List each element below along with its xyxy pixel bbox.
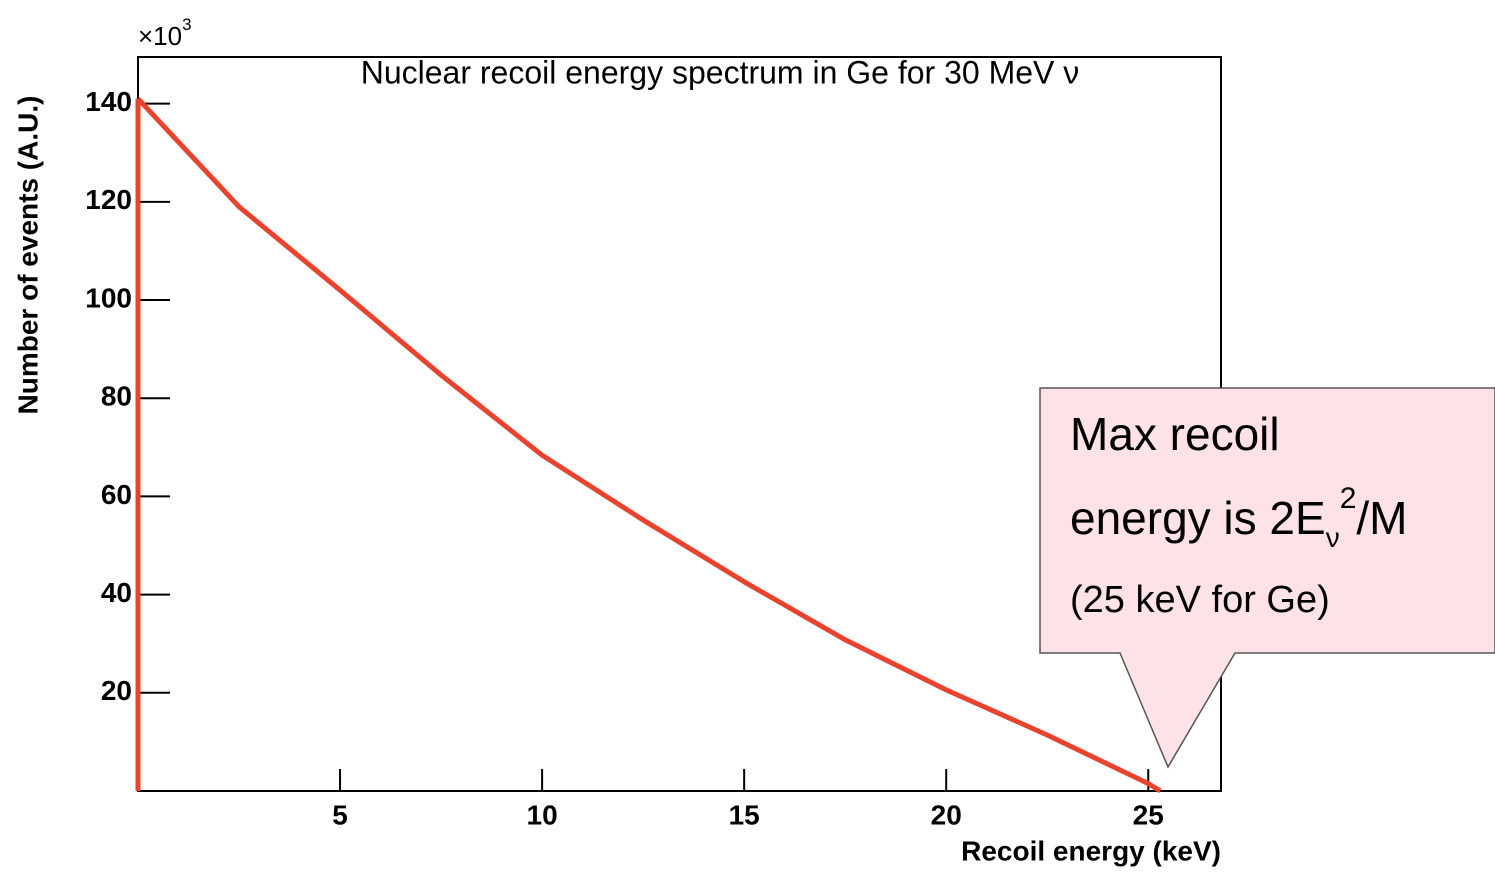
y-tick-label: 40	[101, 577, 132, 608]
y-axis-label: Number of events (A.U.)	[12, 96, 43, 415]
callout-sub: ν	[1326, 522, 1340, 553]
y-tick-label: 100	[85, 282, 132, 313]
x-tick-label: 5	[332, 799, 348, 830]
chart-title: Nuclear recoil energy spectrum in Ge for…	[361, 54, 1080, 90]
callout-line: Max recoil	[1070, 408, 1280, 460]
y-tick-label: 120	[85, 184, 132, 215]
y-multiplier: ×103	[138, 15, 192, 50]
x-tick-label: 10	[527, 799, 558, 830]
callout-text: energy is 2E	[1070, 492, 1326, 544]
callout-sup: 2	[1340, 482, 1357, 515]
y-tick-label: 140	[85, 86, 132, 117]
y-tick-label: 20	[101, 675, 132, 706]
multiplier-exponent: 3	[182, 15, 191, 34]
y-tick-label: 60	[101, 479, 132, 510]
callout-text: /M	[1356, 492, 1407, 544]
x-tick-label: 20	[931, 799, 962, 830]
callout	[1039, 387, 1495, 769]
callout-line: (25 keV for Ge)	[1070, 579, 1330, 621]
series-line	[136, 96, 1162, 794]
callout-line: energy is 2Eν2/M	[1070, 482, 1408, 553]
x-tick-label: 25	[1133, 799, 1164, 830]
x-tick-label: 15	[729, 799, 760, 830]
x-axis-label: Recoil energy (keV)	[961, 835, 1221, 866]
y-tick-label: 80	[101, 381, 132, 412]
multiplier-base: ×10	[138, 21, 182, 51]
